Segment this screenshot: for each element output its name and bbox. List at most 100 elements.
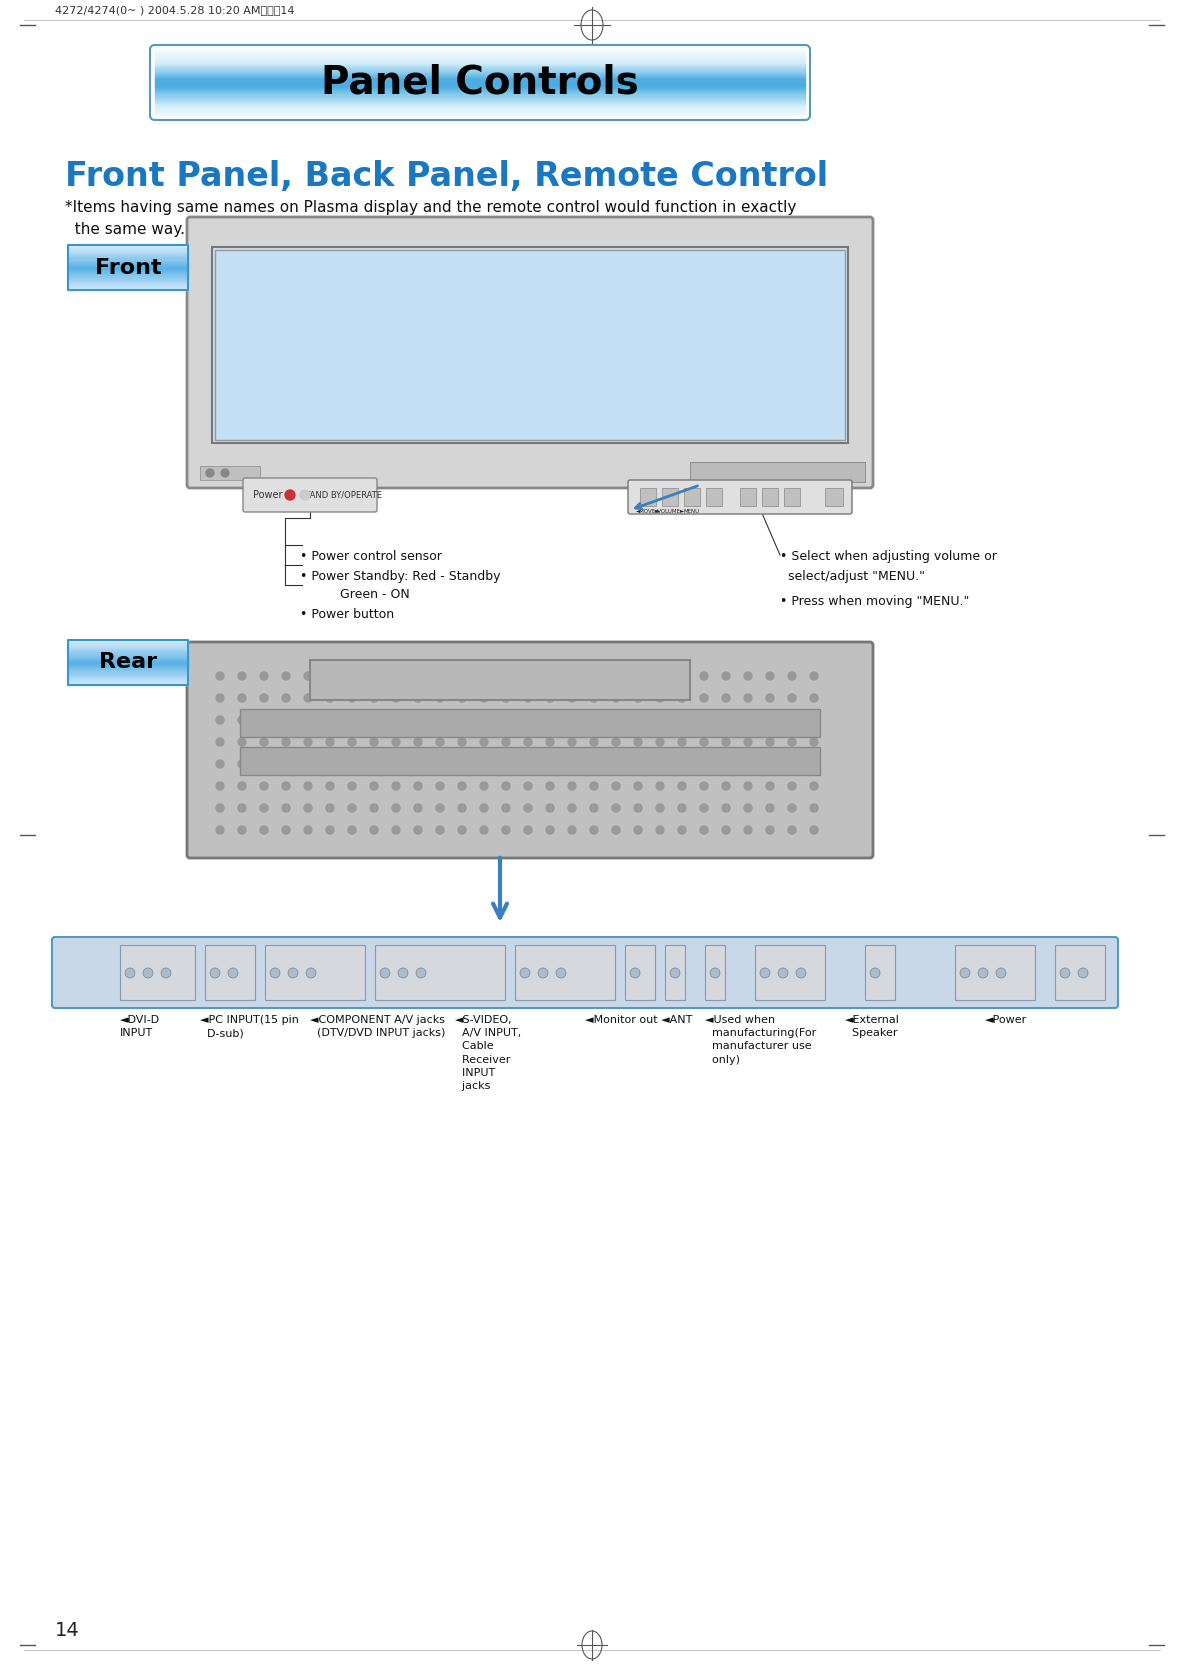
Circle shape: [414, 827, 422, 833]
Circle shape: [215, 782, 224, 790]
Circle shape: [1077, 969, 1088, 979]
Circle shape: [502, 671, 510, 680]
Circle shape: [238, 760, 246, 768]
Circle shape: [630, 969, 641, 979]
Circle shape: [304, 760, 313, 768]
Circle shape: [568, 782, 575, 790]
Circle shape: [326, 738, 334, 746]
Circle shape: [326, 827, 334, 833]
Circle shape: [810, 716, 818, 725]
Text: • Power button: • Power button: [300, 608, 394, 621]
Text: ◄Monitor out ◄ANT: ◄Monitor out ◄ANT: [585, 1015, 693, 1025]
Bar: [200, 466, 260, 479]
Circle shape: [590, 782, 598, 790]
Circle shape: [525, 695, 532, 701]
Circle shape: [612, 716, 620, 725]
Circle shape: [369, 782, 378, 790]
Circle shape: [436, 671, 444, 680]
Circle shape: [546, 803, 554, 812]
Circle shape: [525, 827, 532, 833]
Text: the same way.: the same way.: [65, 222, 185, 237]
Circle shape: [480, 695, 488, 701]
Circle shape: [480, 803, 488, 812]
Circle shape: [678, 716, 686, 725]
Circle shape: [260, 695, 268, 701]
Bar: [706, 488, 722, 506]
Circle shape: [143, 969, 153, 979]
Circle shape: [480, 738, 488, 746]
Bar: [665, 945, 686, 1000]
Circle shape: [215, 760, 224, 768]
Bar: [662, 488, 678, 506]
Circle shape: [810, 738, 818, 746]
Bar: [515, 945, 614, 1000]
Circle shape: [656, 827, 664, 833]
Text: • Select when adjusting volume or: • Select when adjusting volume or: [780, 549, 997, 563]
Circle shape: [414, 695, 422, 701]
Circle shape: [810, 782, 818, 790]
Circle shape: [282, 803, 290, 812]
Circle shape: [348, 671, 356, 680]
Circle shape: [700, 803, 708, 812]
Circle shape: [380, 969, 390, 979]
Circle shape: [789, 760, 796, 768]
Circle shape: [502, 695, 510, 701]
Circle shape: [458, 782, 466, 790]
Circle shape: [260, 782, 268, 790]
Circle shape: [369, 827, 378, 833]
Circle shape: [458, 716, 466, 725]
Circle shape: [789, 738, 796, 746]
Circle shape: [238, 716, 246, 725]
Circle shape: [215, 738, 224, 746]
Circle shape: [722, 738, 731, 746]
Circle shape: [221, 469, 229, 478]
Circle shape: [778, 969, 789, 979]
Circle shape: [502, 760, 510, 768]
Circle shape: [305, 969, 316, 979]
Circle shape: [348, 760, 356, 768]
Bar: [212, 247, 848, 443]
FancyBboxPatch shape: [52, 937, 1118, 1009]
Circle shape: [633, 671, 642, 680]
Circle shape: [766, 738, 774, 746]
Circle shape: [656, 738, 664, 746]
Bar: [784, 488, 800, 506]
Circle shape: [215, 671, 224, 680]
Circle shape: [700, 782, 708, 790]
Text: MENU: MENU: [684, 509, 700, 514]
Circle shape: [568, 827, 575, 833]
Circle shape: [700, 827, 708, 833]
Bar: [704, 945, 725, 1000]
Circle shape: [392, 695, 400, 701]
Circle shape: [348, 716, 356, 725]
Circle shape: [789, 695, 796, 701]
Bar: [625, 945, 655, 1000]
Circle shape: [300, 489, 310, 499]
Circle shape: [304, 827, 313, 833]
Circle shape: [326, 716, 334, 725]
Circle shape: [766, 760, 774, 768]
Circle shape: [458, 827, 466, 833]
Circle shape: [744, 695, 752, 701]
Circle shape: [436, 716, 444, 725]
Circle shape: [656, 760, 664, 768]
Circle shape: [766, 671, 774, 680]
Circle shape: [568, 695, 575, 701]
Bar: [240, 746, 821, 775]
Circle shape: [525, 803, 532, 812]
Circle shape: [326, 782, 334, 790]
Circle shape: [260, 803, 268, 812]
Circle shape: [656, 695, 664, 701]
Circle shape: [392, 738, 400, 746]
Circle shape: [304, 671, 313, 680]
Circle shape: [656, 803, 664, 812]
Circle shape: [348, 782, 356, 790]
Circle shape: [978, 969, 987, 979]
Bar: [310, 660, 690, 700]
Circle shape: [744, 738, 752, 746]
Circle shape: [633, 760, 642, 768]
Circle shape: [789, 671, 796, 680]
Circle shape: [546, 738, 554, 746]
Circle shape: [126, 969, 135, 979]
Circle shape: [436, 827, 444, 833]
